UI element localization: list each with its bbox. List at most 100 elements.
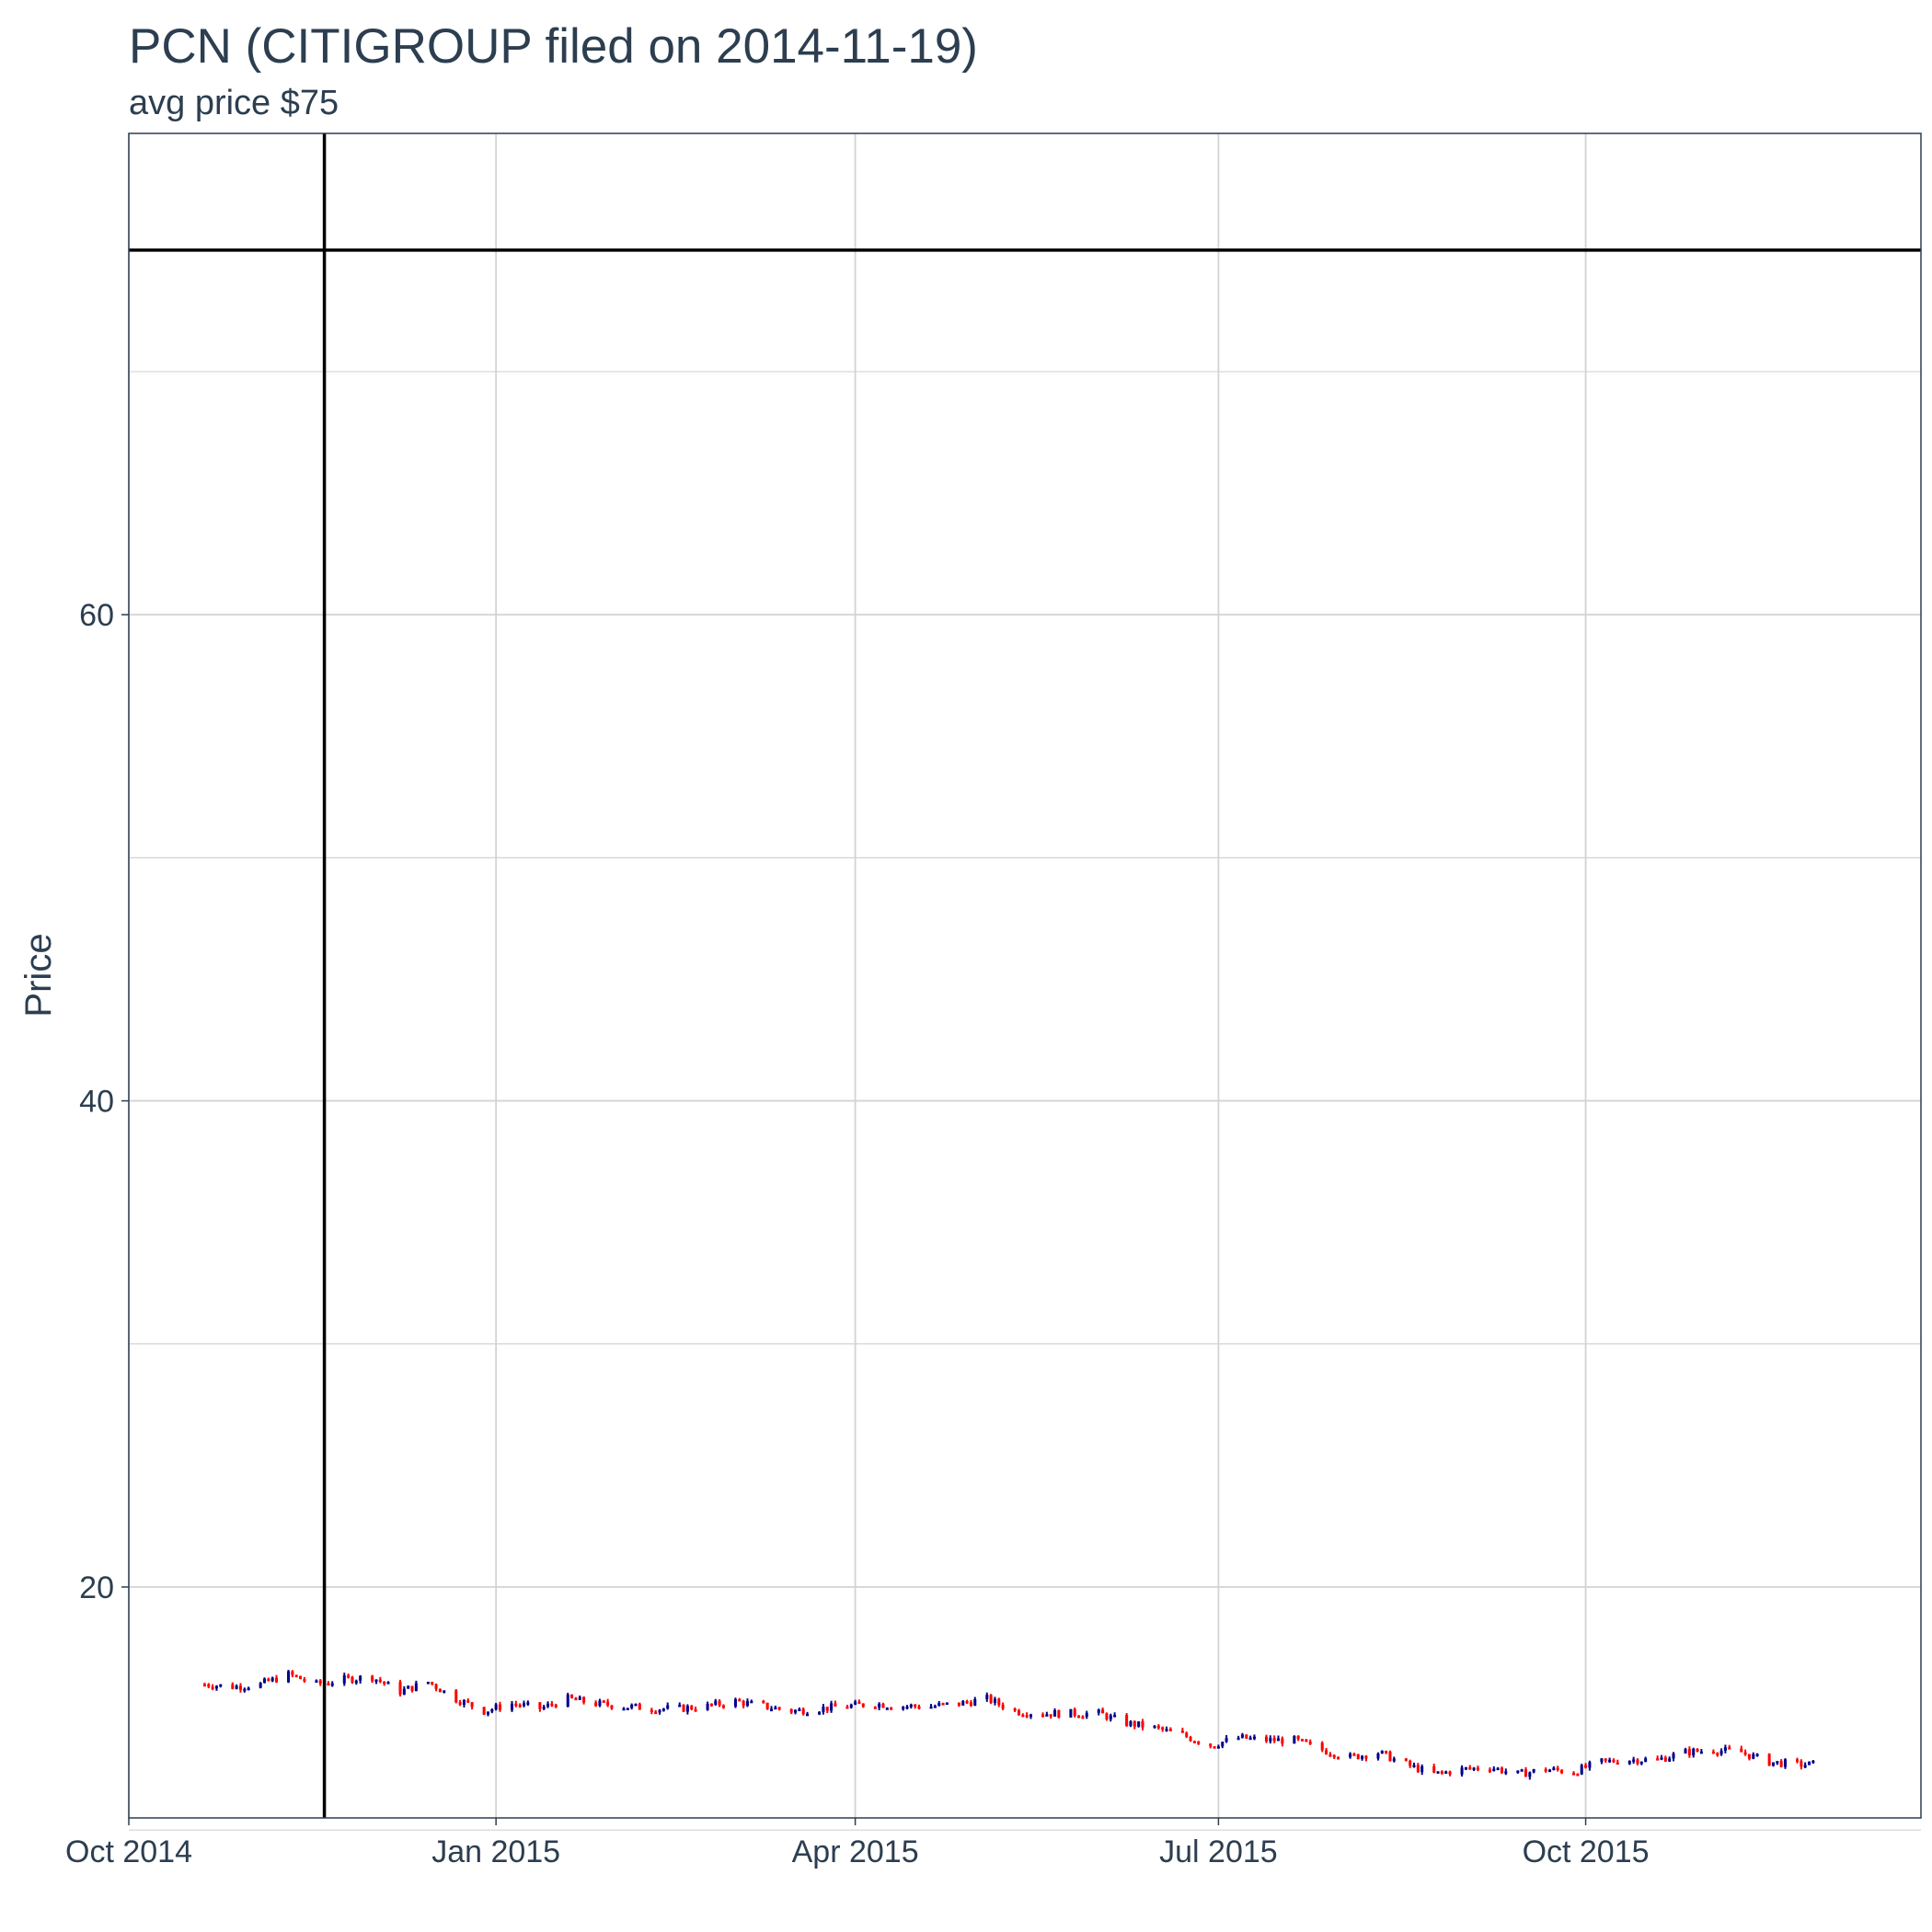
candle-up bbox=[1420, 1765, 1424, 1773]
candle-down bbox=[454, 1690, 458, 1703]
candle-up bbox=[443, 1690, 446, 1693]
x-tick-label: Oct 2015 bbox=[1523, 1834, 1650, 1869]
candle-up bbox=[678, 1704, 682, 1708]
candle-up bbox=[1276, 1738, 1281, 1742]
candle-up bbox=[1392, 1758, 1396, 1762]
candle-up bbox=[1811, 1760, 1815, 1764]
x-axis-ticks: Oct 2014 Jan 2015 Apr 2015 Jul 2015 Oct 2015 bbox=[65, 1818, 1650, 1869]
candle-down bbox=[1584, 1765, 1588, 1768]
candle-up bbox=[1608, 1759, 1612, 1763]
candle-up bbox=[1752, 1754, 1755, 1759]
candle-down bbox=[1105, 1713, 1109, 1719]
candle-down bbox=[690, 1706, 694, 1710]
candle-up bbox=[1496, 1767, 1500, 1771]
candle-down bbox=[1687, 1749, 1691, 1755]
candle-up bbox=[854, 1701, 857, 1705]
candle-down bbox=[498, 1704, 502, 1710]
minor-gridlines bbox=[129, 371, 1921, 1831]
candle-down bbox=[238, 1685, 242, 1690]
candle-down bbox=[1800, 1761, 1803, 1767]
candle-down bbox=[1352, 1754, 1356, 1756]
candle-up bbox=[714, 1700, 718, 1705]
candle-down bbox=[1448, 1771, 1452, 1775]
candle-up bbox=[342, 1675, 346, 1684]
candle-down bbox=[914, 1704, 917, 1708]
candle-down bbox=[1404, 1758, 1408, 1761]
candle-down bbox=[861, 1703, 865, 1708]
candle-down bbox=[857, 1701, 861, 1705]
candle-up bbox=[1660, 1757, 1663, 1760]
candle-down bbox=[1440, 1771, 1443, 1774]
candle-up bbox=[806, 1713, 810, 1717]
candle-down bbox=[1141, 1721, 1144, 1728]
candle-down bbox=[1077, 1715, 1081, 1719]
candle-down bbox=[466, 1700, 470, 1703]
candle-down bbox=[438, 1688, 442, 1693]
candle-down bbox=[917, 1706, 921, 1709]
candle-up bbox=[818, 1711, 822, 1715]
candle-up bbox=[214, 1685, 218, 1689]
candle-up bbox=[426, 1682, 430, 1685]
candle-down bbox=[1572, 1773, 1576, 1776]
candle-up bbox=[386, 1682, 390, 1685]
candle-up bbox=[1153, 1725, 1156, 1729]
y-tick-label: 40 bbox=[79, 1085, 114, 1120]
candle-down bbox=[267, 1678, 270, 1682]
candle-up bbox=[945, 1702, 949, 1706]
candle-down bbox=[538, 1702, 542, 1709]
candle-down bbox=[202, 1684, 206, 1687]
candle-up bbox=[1580, 1765, 1583, 1775]
candle-down bbox=[989, 1695, 993, 1703]
candle-down bbox=[1125, 1715, 1129, 1726]
x-tick-label: Apr 2015 bbox=[792, 1834, 919, 1869]
candle-up bbox=[1045, 1714, 1049, 1717]
candle-up bbox=[259, 1683, 262, 1688]
candle-up bbox=[1719, 1750, 1723, 1754]
chart-title: PCN (CITIGROUP filed on 2014-11-19) bbox=[129, 19, 978, 74]
candle-up bbox=[243, 1688, 247, 1692]
candle-down bbox=[941, 1703, 945, 1706]
candle-down bbox=[1364, 1755, 1368, 1759]
candle-up bbox=[1216, 1746, 1220, 1749]
candle-down bbox=[825, 1707, 829, 1711]
candle-up bbox=[526, 1702, 530, 1705]
candle-down bbox=[1716, 1753, 1719, 1755]
candle-down bbox=[1728, 1747, 1731, 1750]
candle-up bbox=[1723, 1747, 1727, 1751]
candle-up bbox=[1771, 1762, 1775, 1766]
candle-down bbox=[738, 1698, 742, 1702]
candle-up bbox=[1668, 1758, 1672, 1762]
candle-up bbox=[830, 1703, 834, 1711]
candle-up bbox=[1069, 1708, 1073, 1718]
candle-down bbox=[606, 1701, 610, 1706]
candle-up bbox=[330, 1683, 334, 1686]
candle-up bbox=[494, 1704, 498, 1710]
candle-up bbox=[287, 1671, 291, 1683]
candle-up bbox=[1632, 1759, 1636, 1762]
candle-up bbox=[578, 1696, 581, 1700]
candle-down bbox=[1416, 1765, 1420, 1773]
candle-down bbox=[207, 1684, 211, 1687]
candle-down bbox=[1544, 1769, 1547, 1772]
candle-down bbox=[1747, 1754, 1751, 1759]
candle-up bbox=[1644, 1758, 1648, 1762]
candle-up bbox=[1097, 1709, 1100, 1713]
candle-down bbox=[762, 1700, 765, 1704]
candle-up bbox=[929, 1706, 933, 1709]
candle-down bbox=[299, 1675, 303, 1680]
candle-up bbox=[1776, 1761, 1779, 1764]
candle-down bbox=[1001, 1704, 1005, 1709]
candle-down bbox=[721, 1705, 725, 1708]
candle-up bbox=[1699, 1751, 1703, 1754]
candle-down bbox=[554, 1705, 558, 1708]
candle-up bbox=[1588, 1762, 1592, 1768]
candle-down bbox=[550, 1703, 554, 1707]
candle-down bbox=[1767, 1754, 1771, 1766]
candle-down bbox=[1264, 1736, 1268, 1742]
candle-up bbox=[1547, 1769, 1552, 1773]
candle-up bbox=[1803, 1765, 1807, 1768]
candle-up bbox=[1113, 1715, 1117, 1718]
reference-lines bbox=[129, 133, 1921, 1818]
candle-up bbox=[270, 1677, 274, 1682]
candle-up bbox=[658, 1709, 661, 1713]
